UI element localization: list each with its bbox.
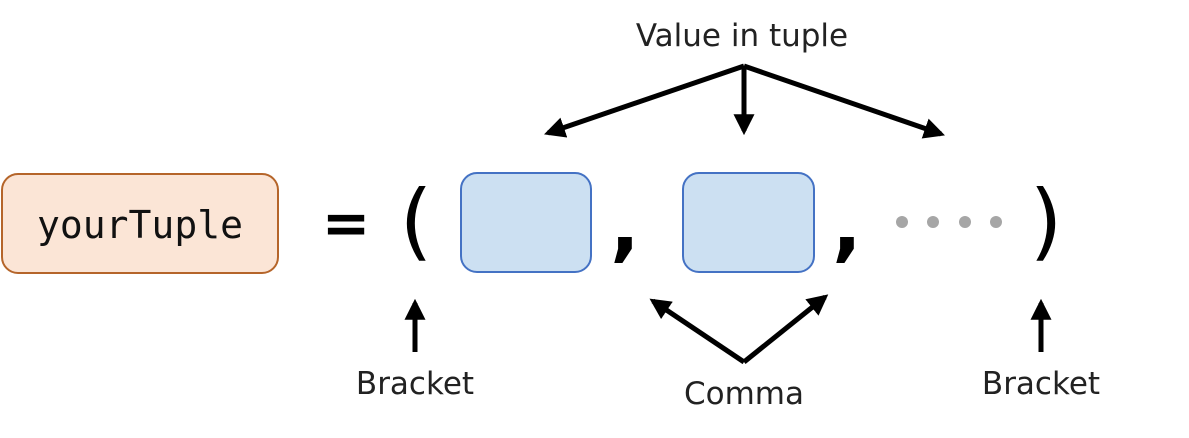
value-arrow-left xyxy=(544,63,745,138)
variable-name: yourTuple xyxy=(37,203,243,247)
comma-1: , xyxy=(610,181,640,271)
comma-arrow-right xyxy=(742,294,829,364)
value-box-1 xyxy=(460,172,592,273)
ellipsis-dot-1 xyxy=(896,216,908,228)
open-bracket-label: Bracket xyxy=(356,366,474,402)
value-label: Value in tuple xyxy=(636,18,848,54)
value-arrow-right xyxy=(743,63,945,139)
open-bracket: ( xyxy=(400,172,433,270)
comma-label: Comma xyxy=(684,376,804,412)
equals-sign: = xyxy=(322,189,371,257)
ellipsis-dot-2 xyxy=(927,216,939,228)
close-bracket: ) xyxy=(1030,172,1063,270)
ellipsis-dot-3 xyxy=(959,216,971,228)
comma-arrow-left xyxy=(649,298,746,365)
variable-box xyxy=(1,173,279,274)
comma-2: , xyxy=(832,181,862,271)
value-box-2 xyxy=(682,172,815,273)
ellipsis-dot-4 xyxy=(990,216,1002,228)
close-bracket-label: Bracket xyxy=(982,366,1100,402)
